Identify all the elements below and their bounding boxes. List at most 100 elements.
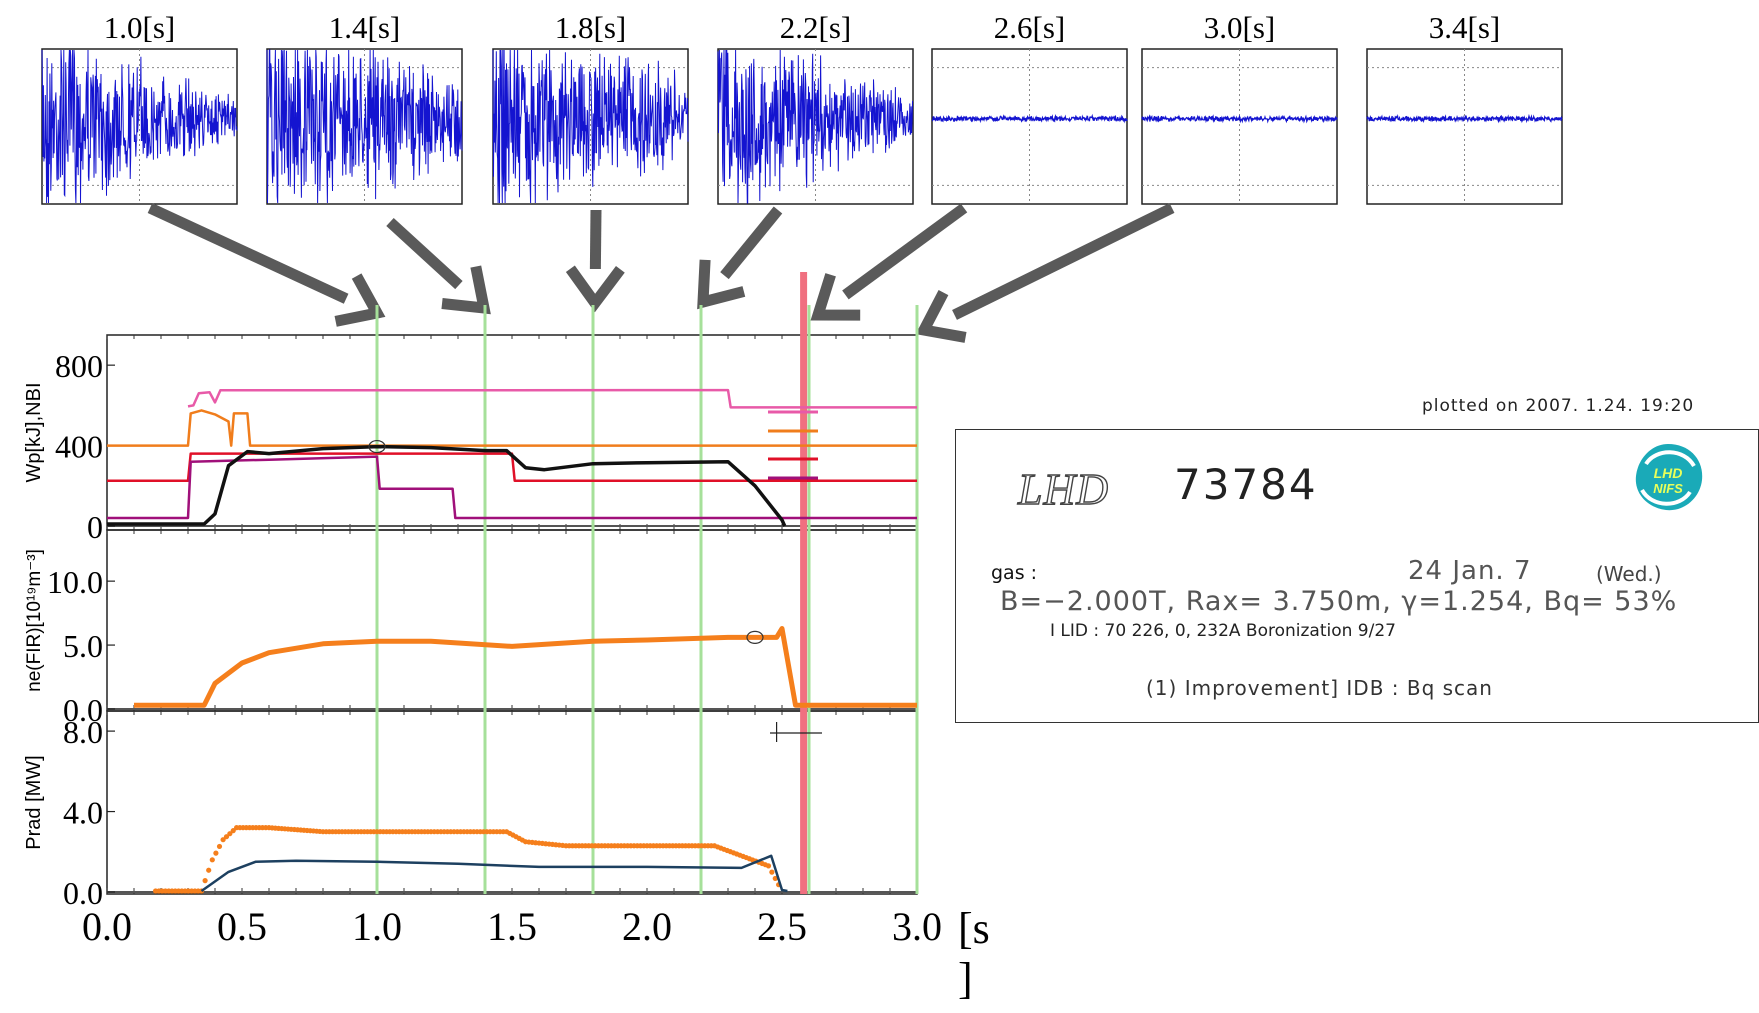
y-axis-title: Wp[kJ],NBI <box>23 382 45 482</box>
max-marker-circle <box>368 439 386 454</box>
shot-parameters: B=−2.000T, Rax= 3.750m, γ=1.254, Bq= 53% <box>1000 586 1678 617</box>
series-1-2-line <box>107 409 917 447</box>
pointer-arrow-3 <box>565 209 625 313</box>
data-point <box>769 869 775 875</box>
arrow-head <box>697 259 746 310</box>
mini-trace <box>41 49 238 204</box>
y-tick-label: 8.0 <box>63 714 103 750</box>
data-point <box>772 875 778 882</box>
mini-panel-label: 1.4[s] <box>329 10 400 45</box>
y-tick-label: 800 <box>55 348 103 384</box>
pointer-arrow-2 <box>386 217 491 315</box>
shot-info-box: LHD 73784 LHD NIFS gas : 24 Jan. 7 (Wed.… <box>955 429 1759 723</box>
mini-trace <box>717 49 914 204</box>
mini-panel-6: 3.0[s] <box>1141 10 1338 205</box>
arrow-shaft <box>842 203 968 300</box>
mini-panel-5: 2.6[s] <box>931 10 1128 205</box>
arrow-shaft <box>952 203 1175 320</box>
series-1-3-line <box>107 452 917 483</box>
y-axis-title: ne(FIR)[10¹⁹m⁻³] <box>24 549 45 692</box>
max-marker-circle <box>746 630 764 645</box>
plotted-on-label: plotted on 2007. 1.24. 19:20 <box>1422 396 1695 416</box>
x-tick-label: 3.0 <box>892 904 942 949</box>
mini-panel-label: 1.8[s] <box>555 10 626 45</box>
arrow-shaft <box>386 217 463 290</box>
x-tick-label: 1.5 <box>487 904 537 949</box>
y-tick-label: 4.0 <box>63 795 103 831</box>
gas-label: gas : <box>991 562 1038 584</box>
x-axis-unit: [s] <box>958 904 990 1003</box>
shot-number: 73784 <box>1174 460 1318 509</box>
data-point <box>216 843 223 850</box>
series-3-1-dots <box>153 825 782 894</box>
data-point <box>220 837 226 843</box>
ilid-line: I LID : 70 226, 0, 232A Boronization 9/2… <box>1050 621 1396 641</box>
y-tick-label: 400 <box>55 429 103 465</box>
data-point <box>765 863 772 869</box>
arrow-shaft <box>720 206 783 280</box>
shot-date: 24 Jan. 7 <box>1408 556 1532 586</box>
data-point <box>230 828 236 834</box>
pointer-arrow-4 <box>697 206 783 310</box>
data-point <box>209 857 215 863</box>
x-tick-label: 0.0 <box>82 904 132 949</box>
mini-trace <box>266 49 463 204</box>
data-point <box>202 878 208 884</box>
arrow-head <box>915 290 967 343</box>
arrow-head <box>810 273 861 321</box>
lhd-title: LHD <box>1017 464 1110 514</box>
y-tick-label: 0.0 <box>63 875 103 911</box>
mini-panel-2: 1.4[s] <box>266 10 463 205</box>
nbi-legend-ticks <box>768 410 818 480</box>
mini-panel-label: 1.0[s] <box>104 10 175 45</box>
chart-panel-1: 800 400 0 Wp[kJ],NBI <box>23 334 918 545</box>
x-tick-label: 2.5 <box>757 904 807 949</box>
mini-panel-4: 2.2[s] <box>717 10 914 205</box>
chart-panel-3: 8.0 4.0 0.0 Prad [MW] <box>23 710 918 911</box>
mini-panel-label: 2.2[s] <box>780 10 851 45</box>
idb-line: (1) Improvement] IDB : Bq scan <box>1146 676 1493 700</box>
data-point <box>227 831 233 837</box>
series-1-5-line <box>107 444 787 527</box>
mini-panel-label: 3.4[s] <box>1429 10 1500 45</box>
x-axis-ticks: 0.0 0.5 1.0 1.5 2.0 2.5 3.0 <box>82 904 942 949</box>
svg-text:NIFS: NIFS <box>1653 481 1683 496</box>
series-3-2-line <box>200 854 788 893</box>
mini-panel-1: 1.0[s] <box>41 10 238 205</box>
lhd-nifs-logo-icon: LHD NIFS <box>1635 444 1703 511</box>
panel-frame <box>106 529 918 712</box>
pointer-arrow-1 <box>147 203 386 327</box>
mini-trace <box>1141 114 1338 124</box>
mini-panel-7: 3.4[s] <box>1366 10 1563 205</box>
x-tick-label: 2.0 <box>622 904 672 949</box>
arrow-head <box>565 265 625 313</box>
y-tick-label: 5.0 <box>63 628 103 664</box>
mini-trace <box>931 113 1128 124</box>
mini-trace <box>492 49 689 204</box>
y-tick-label: 0 <box>87 509 103 545</box>
mini-panel-label: 2.6[s] <box>994 10 1065 45</box>
pointer-arrow-6 <box>915 203 1175 343</box>
series-1-4-line <box>107 455 917 520</box>
mini-panel-label: 3.0[s] <box>1204 10 1275 45</box>
data-point <box>223 834 230 840</box>
arrow-shaft <box>147 203 349 304</box>
svg-text:LHD: LHD <box>1654 465 1683 481</box>
arrow-shaft <box>589 209 602 270</box>
y-tick-label: 10.0 <box>47 564 103 600</box>
mini-panel-3: 1.8[s] <box>492 10 689 205</box>
series-2-1-line <box>134 626 917 708</box>
series-1-1-line <box>187 388 917 409</box>
data-point <box>213 850 219 856</box>
shot-day: (Wed.) <box>1596 562 1662 586</box>
data-point <box>206 867 212 873</box>
x-tick-label: 0.5 <box>217 904 267 949</box>
pointer-arrow-5 <box>810 203 968 321</box>
y-tick-label: 0.0 <box>63 692 103 728</box>
chart-panel-2: 10.0 5.0 0.0 ne(FIR)[10¹⁹m⁻³] <box>24 529 918 728</box>
mini-trace <box>1366 113 1563 124</box>
y-axis-title: Prad [MW] <box>23 755 45 849</box>
x-tick-label: 1.0 <box>352 904 402 949</box>
